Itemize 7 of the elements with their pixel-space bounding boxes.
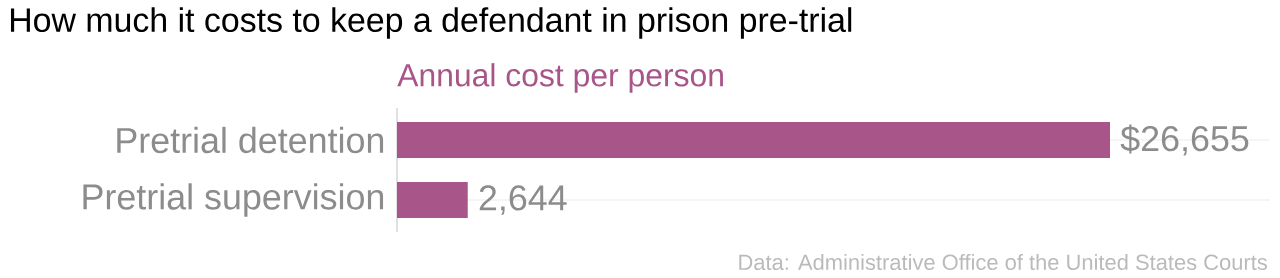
y-tick-label: Pretrial detention [117, 126, 384, 154]
chart-title: How much it costs to keep a defendant in prison pre-trial [10, 7, 852, 39]
data-label: 2,644 [479, 185, 567, 215]
chart-subtitle: Annual cost per person [397, 63, 723, 93]
data-label: $26,655 [1120, 124, 1249, 156]
text: Data: Administrative Office of the United States Courts [739, 253, 1267, 271]
y-tick-label: Pretrial supervision [83, 183, 384, 217]
